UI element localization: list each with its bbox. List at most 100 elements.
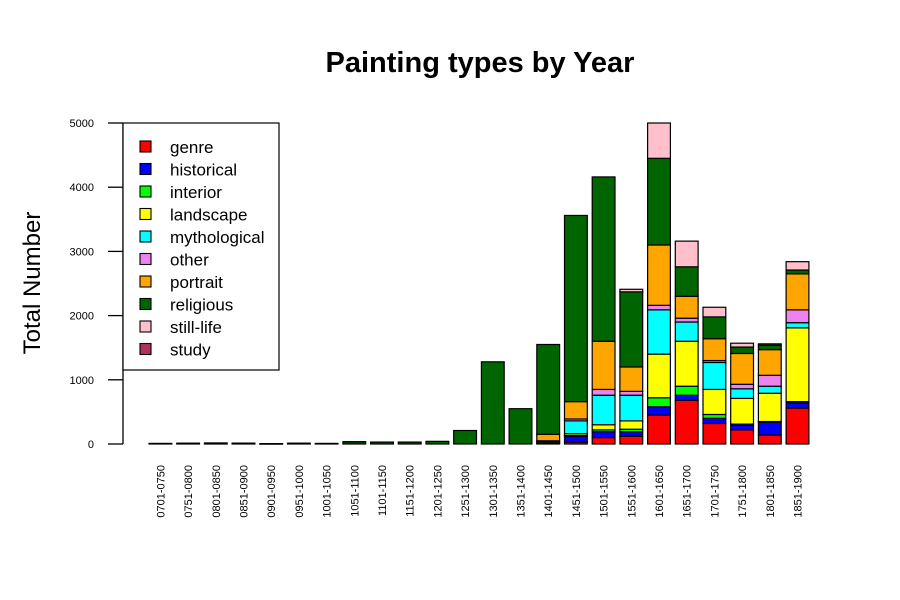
bar-stack	[508, 408, 533, 445]
x-tick-label: 0901-0950	[266, 465, 278, 518]
legend-swatch	[139, 275, 152, 288]
bar-segment-genre	[591, 436, 616, 445]
bar-segment-mythological	[646, 309, 671, 355]
bar-segment-still-life	[785, 261, 810, 271]
bar-segment-religious	[619, 291, 644, 368]
x-tick-label: 1701-1750	[709, 465, 721, 518]
bar-segment-genre	[619, 435, 644, 445]
bar-segment-historical	[730, 424, 755, 431]
bar-segment-religious	[591, 176, 616, 342]
x-tick-label: 1351-1400	[516, 465, 528, 518]
bar-segment-other	[785, 309, 810, 324]
bar-segment-historical	[674, 394, 699, 401]
bar-segment-portrait	[619, 366, 644, 392]
bar-segment-religious	[508, 408, 533, 445]
bar-segment-landscape	[646, 353, 671, 399]
bar-stack	[203, 442, 228, 445]
bar-stack	[176, 442, 201, 445]
bar-stack	[674, 240, 699, 445]
x-tick-label: 0751-0800	[183, 465, 195, 518]
y-tick-label: 3000	[70, 246, 94, 258]
bar-stack	[370, 441, 395, 445]
bar-segment-other	[591, 388, 616, 396]
bar-segment-mythological	[785, 322, 810, 329]
legend-swatch	[139, 185, 152, 198]
legend: genre historical interior landscape mytholog…	[122, 122, 280, 371]
x-tick-label: 1551-1600	[626, 465, 638, 518]
x-tick-label: 1201-1250	[432, 465, 444, 518]
bar-segment-mythological	[702, 361, 727, 391]
y-tick-label: 1000	[70, 375, 94, 387]
bar-segment-landscape	[757, 392, 782, 423]
bar-segment-religious	[730, 346, 755, 355]
x-tick-label: 1501-1550	[599, 465, 611, 518]
bar-stack	[286, 442, 311, 445]
legend-label: genre	[170, 138, 213, 157]
legend-item: still-life	[139, 318, 222, 337]
bar-segment-still-life	[757, 343, 782, 346]
bar-segment-historical	[646, 406, 671, 416]
legend-swatch	[139, 252, 152, 266]
x-tick-label: 1401-1450	[543, 465, 555, 518]
bar-segment-portrait	[536, 433, 561, 442]
legend-item: portrait	[139, 273, 223, 292]
y-tick-label: 5000	[70, 118, 94, 130]
bar-stack	[563, 214, 588, 445]
x-tick-label: 0851-0900	[239, 465, 251, 518]
legend-label: landscape	[170, 206, 248, 225]
bar-segment-mythological	[730, 388, 755, 400]
bar-stack	[148, 442, 173, 445]
bar-segment-portrait	[563, 401, 588, 420]
bar-stack	[259, 443, 284, 445]
bar-segment-religious	[536, 343, 561, 435]
x-tick-label: 1001-1050	[322, 465, 334, 518]
bar-stack	[231, 442, 256, 445]
bar-segment-religious	[702, 316, 727, 340]
bar-segment-landscape	[730, 397, 755, 425]
bar-segment-portrait	[591, 340, 616, 391]
bar-stack	[757, 343, 782, 445]
bar-segment-portrait	[702, 338, 727, 362]
legend-item: historical	[139, 161, 237, 180]
bar-segment-historical	[702, 417, 727, 425]
chart-title: Painting types by Year	[326, 47, 635, 79]
y-tick-label: 2000	[70, 311, 94, 323]
bar-stack	[619, 288, 644, 445]
x-tick-label: 1151-1200	[405, 465, 417, 517]
legend-swatch	[139, 320, 152, 333]
legend-swatch	[139, 297, 152, 311]
bar-segment-mythological	[674, 321, 699, 342]
y-tick-label: 0	[88, 439, 94, 451]
x-tick-label: 0951-1000	[294, 465, 306, 518]
bar-segment-other	[646, 304, 671, 311]
bar-segment-religious	[757, 344, 782, 351]
bar-segment-still-life	[730, 342, 755, 348]
bar-segment-historical	[757, 421, 782, 436]
bar-segment-still-life	[646, 122, 671, 159]
bar-stack	[536, 343, 561, 445]
legend-item: landscape	[139, 206, 248, 225]
bar-stack	[785, 261, 810, 445]
bar-stack	[342, 441, 367, 445]
legend-swatch	[139, 162, 152, 176]
bar-segment-religious	[480, 361, 505, 445]
bar-segment-portrait	[674, 295, 699, 319]
bar-stack	[314, 442, 339, 445]
legend-item: religious	[139, 296, 233, 315]
bar-segment-historical	[591, 431, 616, 439]
x-tick-label: 1851-1900	[793, 465, 805, 518]
bar-segment-still-life	[674, 240, 699, 268]
legend-item: other	[139, 251, 209, 270]
bar-segment-interior	[674, 385, 699, 396]
bar-segment-genre	[730, 429, 755, 445]
bar-segment-landscape	[619, 420, 644, 430]
bar-segment-historical	[563, 435, 588, 443]
bar-segment-genre	[674, 399, 699, 445]
bar-segment-portrait	[730, 352, 755, 385]
bar-segment-genre	[646, 414, 671, 445]
legend-swatch	[139, 342, 152, 356]
legend-label: other	[170, 251, 209, 270]
bar-segment-religious	[563, 214, 588, 403]
bar-segment-portrait	[785, 273, 810, 311]
legend-label: historical	[170, 161, 237, 180]
